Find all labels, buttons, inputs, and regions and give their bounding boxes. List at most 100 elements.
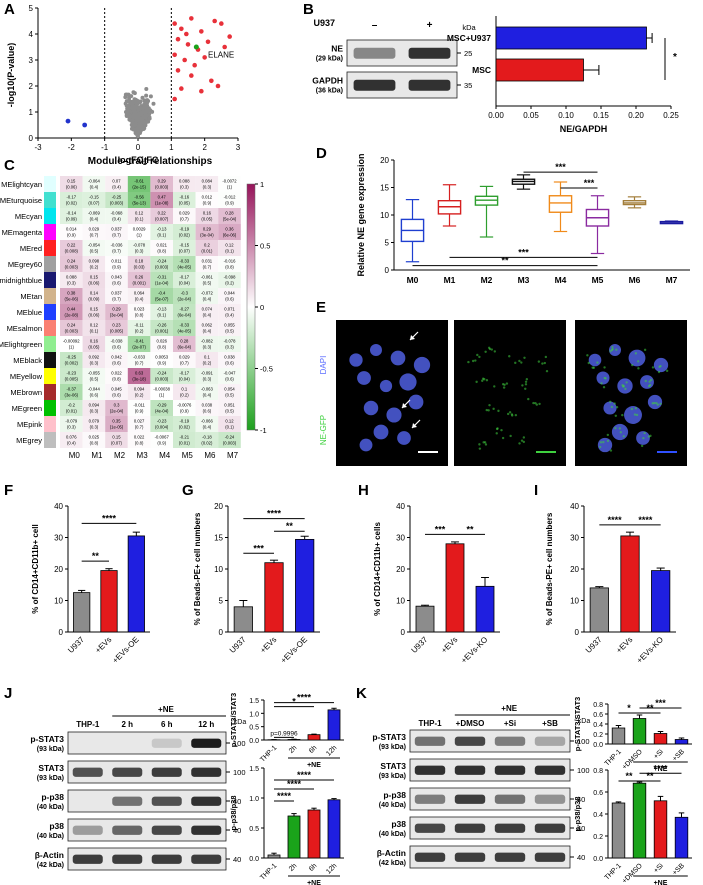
bar-category-label: 6h — [308, 744, 319, 755]
bar-y-tick-label: 0.0 — [593, 742, 603, 749]
heatmap-cell — [82, 208, 106, 224]
gfp-speckle — [487, 409, 490, 412]
heatmap-cell-value: -0.072 — [201, 291, 214, 296]
heatmap-cell — [105, 352, 128, 368]
heatmap-cell-value: -0.063 — [201, 387, 214, 392]
heatmap-cell — [150, 352, 173, 368]
heatmap-cell-value: 0.055 — [224, 323, 235, 328]
blotK-blot-band — [494, 765, 526, 775]
sig-label: **** — [297, 693, 312, 703]
gfp-speckle — [543, 361, 547, 365]
volcano-point-up — [202, 55, 207, 60]
gfp-speckle — [481, 377, 485, 380]
bar-y-tick-label: 40 — [570, 502, 579, 511]
blotB-marker: 25 — [464, 49, 472, 58]
heatmap-cell-pvalue: (0.02) — [66, 201, 78, 206]
bar-y-tick-label: 10 — [54, 597, 63, 606]
heatmap-cell — [195, 320, 219, 336]
heatmap-colorbar — [246, 183, 256, 431]
sig-label: *** — [584, 178, 595, 188]
volcano-point-ns — [133, 110, 138, 115]
blotJ-blot-band — [191, 825, 222, 835]
blotK-header: +NE — [501, 704, 517, 713]
panel-label-I: I — [534, 482, 538, 499]
heatmap-cell-pvalue: (0.9) — [180, 409, 189, 414]
heatmap-trait-label: M6 — [204, 451, 216, 460]
heatmap-module-label: MEtan — [20, 292, 42, 301]
heatmap-cell-value: 0.064 — [134, 291, 145, 296]
heatmap-cell-pvalue: (0.7) — [112, 297, 121, 302]
heatmap-cell — [60, 208, 83, 224]
blotK-row-name: p-p38 — [383, 790, 406, 800]
heatmap-module-swatch — [44, 432, 56, 448]
bar-y-tick-label: 0.2 — [593, 732, 603, 739]
blotB-blot-band — [408, 47, 451, 59]
heatmap-cell-value: 0.28 — [225, 211, 234, 216]
heatmap-cell — [218, 304, 241, 320]
blotK-blot-band — [494, 794, 526, 804]
heatmap-cell-pvalue: (1) — [137, 233, 143, 238]
heatmap-cell — [173, 368, 196, 384]
blotB-blot-band — [353, 47, 396, 59]
volcano-point-ns — [123, 95, 128, 100]
bar-U937 — [589, 587, 609, 633]
bar-+EVs — [100, 570, 118, 633]
heatmap-cell-pvalue: (0.007) — [155, 217, 169, 222]
bar-y-tick-label: 0.8 — [593, 768, 603, 775]
heatmap-cell-pvalue: (0.3) — [203, 185, 212, 190]
heatmap-cell-pvalue: (0.5) — [225, 329, 234, 334]
bar-category-label: 2h — [288, 744, 299, 755]
heatmap-cell-value: 0.18 — [135, 259, 144, 264]
heatmap-cell-value: 0.012 — [202, 195, 213, 200]
gfp-speckle — [537, 360, 541, 363]
volcano-point-ns — [136, 114, 141, 119]
blotK-row-sub: (93 kDa) — [379, 744, 406, 751]
blotJ-marker: 40 — [233, 797, 241, 806]
blotJ-row-name: β-Actin — [35, 850, 64, 860]
heatmap-cell-value: -0.00092 — [63, 339, 80, 344]
heatmap-cell-pvalue: (0.004) — [155, 425, 169, 430]
heatmap-cell-value: -0.19 — [180, 227, 190, 232]
box-category-label: M2 — [481, 275, 493, 285]
sig-label: **** — [638, 515, 653, 525]
heatmap-cell-pvalue: (0.4) — [225, 313, 234, 318]
volcano-point-up — [227, 34, 232, 39]
heatmap-cell-value: -0.047 — [224, 371, 237, 376]
heatmap-cell-pvalue: (5e-13) — [132, 201, 146, 206]
nucleus — [379, 379, 393, 393]
heatmap-cell-value: -0.054 — [88, 243, 101, 248]
heatmap-cell — [127, 192, 151, 208]
gfp-speckle — [644, 379, 647, 383]
heatmap-cell-pvalue: (0.1) — [135, 217, 144, 222]
box-category-label: M7 — [666, 275, 678, 285]
heatmap-cell — [127, 224, 151, 240]
heatmap-module-label: MEyellow — [10, 372, 43, 381]
heatmap-cell-pvalue: (1e-08) — [155, 201, 169, 206]
heatmap-module-label: MEbrown — [10, 388, 42, 397]
sig-label: ** — [501, 256, 509, 266]
nucleus — [386, 407, 402, 423]
heatmap-cell-pvalue: (4e-05) — [178, 329, 192, 334]
heatmap-cell-value: 0.071 — [224, 307, 235, 312]
heatmap-cell-value: 0.28 — [180, 339, 189, 344]
heatmap-cell-value: -0.29 — [157, 403, 167, 408]
heatmap-cell-pvalue: (0.001) — [132, 281, 146, 286]
heatmap-cell — [105, 240, 128, 256]
heatmap-module-swatch — [44, 368, 56, 384]
heatmap-cell-value: -0.19 — [180, 419, 190, 424]
heatmap-cell-pvalue: (0.4) — [112, 185, 121, 190]
heatmap-cell-value: 0.2 — [204, 243, 210, 248]
heatmap-module-swatch — [44, 240, 56, 256]
volcano-y-tick-label: 0 — [29, 134, 34, 143]
heatmap-cell — [127, 400, 151, 416]
heatmap-module-label: MEturquoise — [0, 196, 42, 205]
gfp-speckle — [603, 366, 606, 369]
heatmap-module-swatch — [44, 416, 56, 432]
blotK-row-sub: (42 kDa) — [379, 860, 406, 867]
arrow-head — [410, 335, 415, 340]
heatmap-cell-value: -0.41 — [134, 339, 144, 344]
heatmap-cell-value: 0.22 — [67, 243, 76, 248]
heatmap-cell — [218, 176, 241, 192]
heatmap-cell — [218, 256, 241, 272]
